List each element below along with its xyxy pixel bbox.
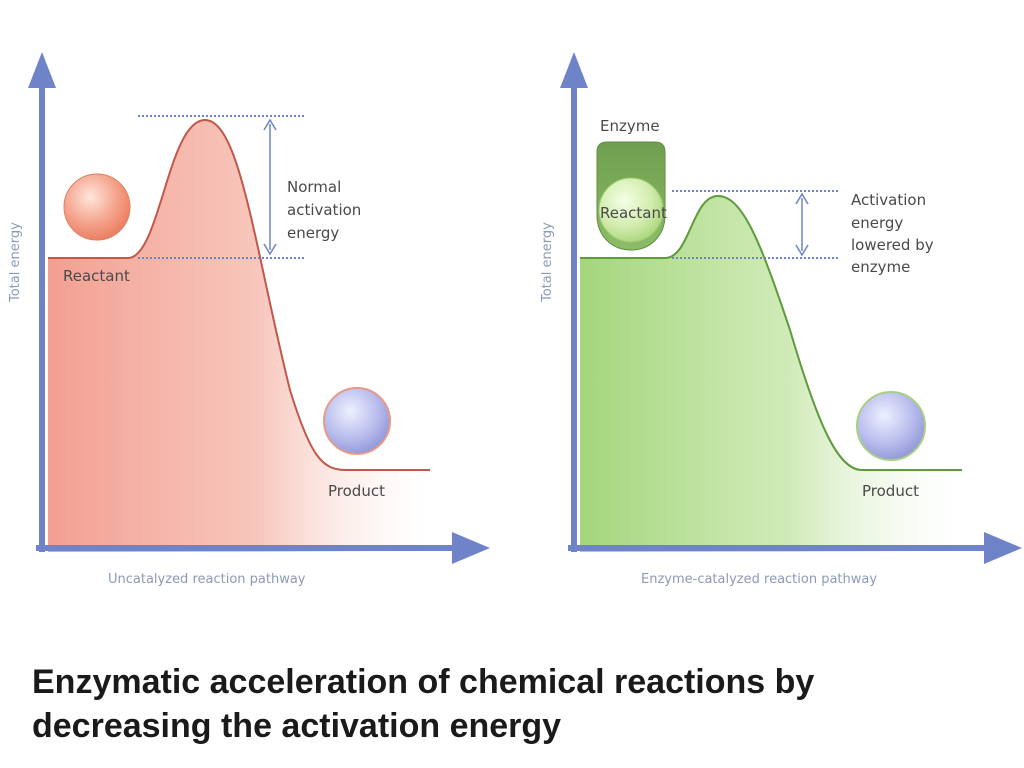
enzyme-label: Enzyme xyxy=(600,117,660,135)
catalyzed-y-axis-arrow xyxy=(560,52,588,552)
reactant-ball xyxy=(63,173,131,241)
caption-line-1: Enzymatic acceleration of chemical react… xyxy=(32,663,815,701)
normal-activation-energy-arrow xyxy=(263,118,277,256)
caption-line-2: decreasing the activation energy xyxy=(32,707,562,745)
x-axis-arrow xyxy=(36,532,490,564)
catalyzed-panel: Activation energy lowered by enzyme Enzy… xyxy=(540,52,1022,587)
catalyzed-x-axis-label: Enzyme-catalyzed reaction pathway xyxy=(641,572,877,587)
catalyzed-energy-area xyxy=(580,196,962,552)
lowered-activation-label-line-1: Activation xyxy=(851,191,926,209)
normal-activation-label-line-1: Normal xyxy=(287,178,341,196)
catalyzed-energy-curve xyxy=(580,194,962,471)
normal-activation-label-line-2: activation xyxy=(287,201,361,219)
normal-activation-label-line-3: energy xyxy=(287,224,339,242)
y-axis-arrow xyxy=(28,52,56,552)
reactant-label: Reactant xyxy=(63,267,130,285)
catalyzed-product-ball xyxy=(856,391,926,461)
uncatalyzed-energy-area xyxy=(48,120,430,552)
catalyzed-reactant-label: Reactant xyxy=(600,204,667,222)
slide-caption: Enzymatic acceleration of chemical react… xyxy=(32,660,992,748)
lowered-activation-label-line-4: enzyme xyxy=(851,258,910,276)
product-ball xyxy=(323,387,391,455)
y-axis-label: Total energy xyxy=(8,222,23,303)
product-label: Product xyxy=(328,482,385,500)
uncatalyzed-energy-curve xyxy=(48,118,430,471)
activation-energy-diagram: Normal activation energy Reactant Produc… xyxy=(8,52,1022,587)
lowered-activation-label-line-2: energy xyxy=(851,214,903,232)
catalyzed-reactant-ball xyxy=(598,177,664,243)
uncatalyzed-panel: Normal activation energy Reactant Produc… xyxy=(8,52,490,587)
lowered-activation-energy-arrow xyxy=(795,192,809,257)
catalyzed-y-axis-label: Total energy xyxy=(540,222,555,303)
lowered-activation-label-line-3: lowered by xyxy=(851,236,934,254)
x-axis-label: Uncatalyzed reaction pathway xyxy=(108,572,306,587)
catalyzed-x-axis-arrow xyxy=(568,532,1022,564)
catalyzed-product-label: Product xyxy=(862,482,919,500)
